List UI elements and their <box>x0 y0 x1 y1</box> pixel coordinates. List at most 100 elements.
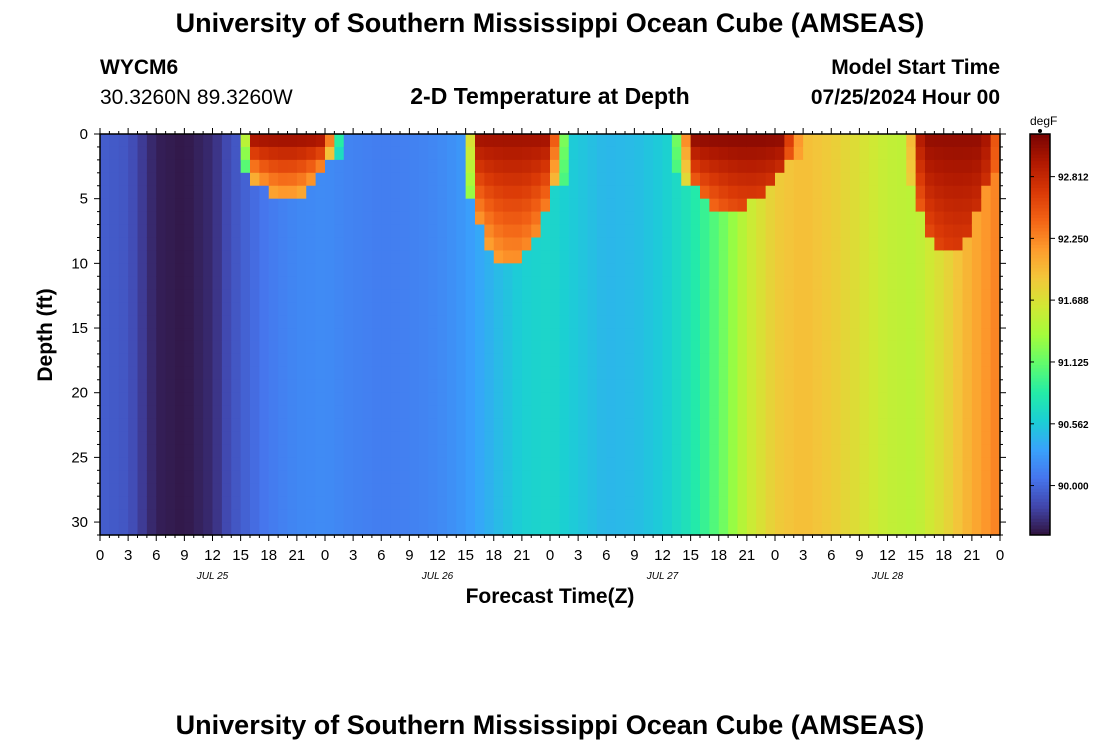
heatmap-cell <box>878 211 889 226</box>
heatmap-cell <box>203 418 214 433</box>
heatmap-cell <box>212 353 223 368</box>
heatmap-cell <box>100 522 110 536</box>
heatmap-cell <box>390 340 401 355</box>
heatmap-cell <box>643 302 654 316</box>
heatmap-cell <box>690 509 701 523</box>
heatmap-cell <box>493 405 504 420</box>
heatmap-cell <box>868 328 879 342</box>
heatmap-cell <box>840 328 851 342</box>
heatmap-cell <box>446 250 457 264</box>
heatmap-cell <box>268 405 279 420</box>
heatmap-cell <box>371 198 382 213</box>
heatmap-cell <box>568 483 579 497</box>
heatmap-cell <box>353 263 364 277</box>
colorbar-segment <box>1030 260 1050 265</box>
heatmap-cell <box>118 509 129 523</box>
heatmap-cell <box>465 392 476 407</box>
heatmap-cell <box>259 172 270 187</box>
heatmap-cell <box>671 198 682 213</box>
heatmap-cell <box>662 366 673 381</box>
heatmap-cell <box>250 172 260 187</box>
heatmap-cell <box>709 444 720 458</box>
heatmap-cell <box>193 172 204 187</box>
heatmap-cell <box>878 379 889 394</box>
x-tick-label: 15 <box>907 547 924 564</box>
heatmap-cell <box>390 366 401 381</box>
heatmap-cell <box>550 250 560 264</box>
heatmap-cell <box>990 340 1001 355</box>
heatmap-cell <box>746 224 757 239</box>
heatmap-cell <box>353 250 364 264</box>
heatmap-cell <box>700 159 710 174</box>
heatmap-cell <box>381 457 392 471</box>
heatmap-cell <box>578 483 589 497</box>
heatmap-cell <box>634 146 645 161</box>
colorbar-segment <box>1030 377 1050 382</box>
heatmap-cell <box>287 263 298 277</box>
heatmap-cell <box>428 444 439 458</box>
heatmap-cell <box>578 224 589 239</box>
heatmap-cell <box>259 302 270 316</box>
heatmap-cell <box>512 224 523 239</box>
heatmap-cell <box>887 405 898 420</box>
colorbar-segment <box>1030 404 1050 409</box>
heatmap-cell <box>596 328 607 342</box>
heatmap-cell <box>690 353 701 368</box>
heatmap-cell <box>109 483 120 497</box>
heatmap-cell <box>428 315 439 329</box>
heatmap-cell <box>971 483 982 497</box>
heatmap-cell <box>540 405 551 420</box>
heatmap-cell <box>850 522 860 536</box>
heatmap-cell <box>118 522 129 536</box>
heatmap-cell <box>250 211 260 226</box>
heatmap-cell <box>625 185 635 200</box>
heatmap-cell <box>156 302 167 316</box>
heatmap-cell <box>850 263 860 277</box>
heatmap-cell <box>812 211 823 226</box>
heatmap-cell <box>203 263 214 277</box>
heatmap-cell <box>943 237 954 252</box>
heatmap-cell <box>971 250 982 264</box>
heatmap-cell <box>371 276 382 290</box>
heatmap-cell <box>221 224 232 239</box>
heatmap-cell <box>831 237 842 252</box>
heatmap-cell <box>250 457 260 471</box>
heatmap-cell <box>728 328 739 342</box>
heatmap-cell <box>531 444 542 458</box>
heatmap-cell <box>446 134 457 148</box>
heatmap-cell <box>962 457 973 471</box>
heatmap-cell <box>475 159 485 174</box>
heatmap-cell <box>390 237 401 252</box>
heatmap-cell <box>634 302 645 316</box>
heatmap-cell <box>334 185 345 200</box>
heatmap-cell <box>896 340 907 355</box>
heatmap-cell <box>868 237 879 252</box>
heatmap-cell <box>428 172 439 187</box>
heatmap-cell <box>203 315 214 329</box>
heatmap-cell <box>306 315 317 329</box>
colorbar-segment <box>1030 287 1050 292</box>
heatmap-cell <box>756 431 767 446</box>
heatmap-cell <box>446 289 457 303</box>
heatmap-cell <box>287 134 298 148</box>
heatmap-cell <box>775 444 785 458</box>
heatmap-cell <box>643 185 654 200</box>
heatmap-cell <box>784 146 795 161</box>
heatmap-cell <box>812 483 823 497</box>
heatmap-cell <box>334 289 345 303</box>
heatmap-cell <box>587 405 598 420</box>
heatmap-cell <box>925 315 935 329</box>
heatmap-cell <box>371 444 382 458</box>
heatmap-cell <box>278 185 289 200</box>
heatmap-cell <box>540 379 551 394</box>
heatmap-cell <box>775 289 785 303</box>
heatmap-cell <box>615 431 626 446</box>
heatmap-cell <box>221 250 232 264</box>
heatmap-cell <box>971 211 982 226</box>
heatmap-cell <box>596 276 607 290</box>
heatmap-cell <box>681 276 692 290</box>
heatmap-cell <box>812 198 823 213</box>
heatmap-cell <box>643 276 654 290</box>
heatmap-cell <box>503 328 514 342</box>
heatmap-cell <box>240 496 251 510</box>
